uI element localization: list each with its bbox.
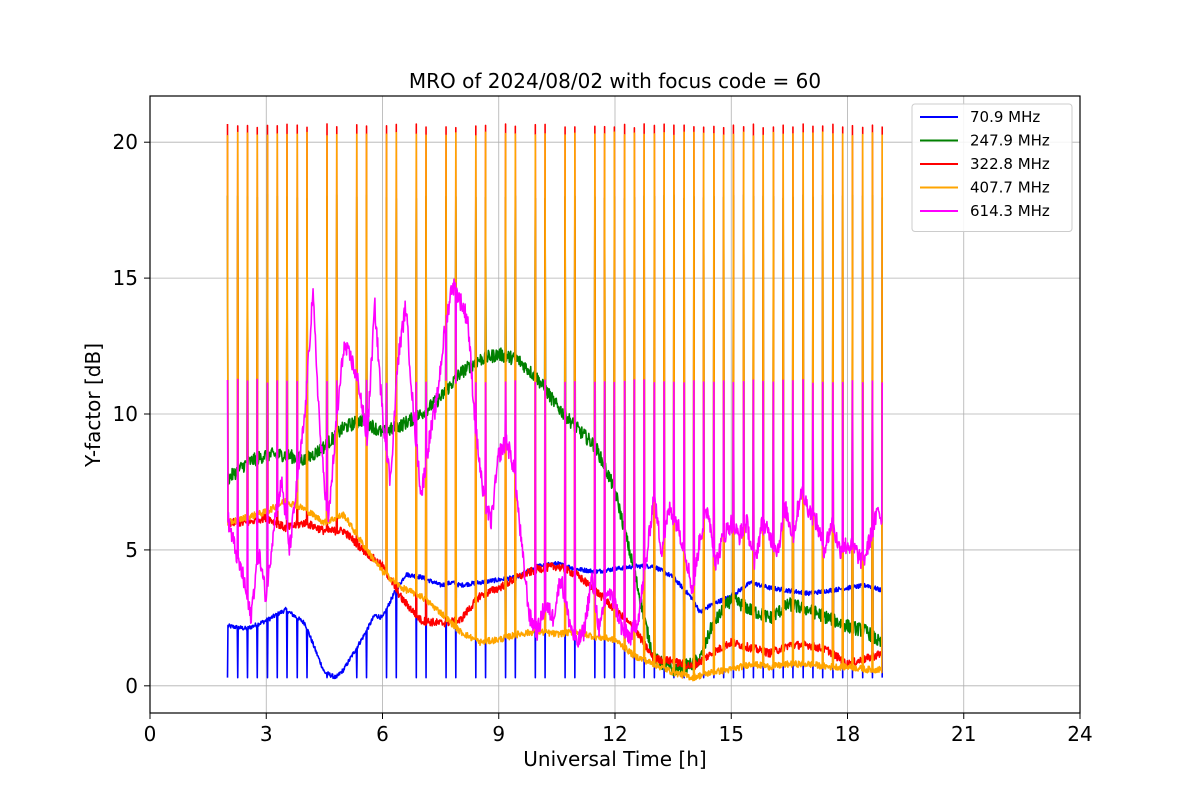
y-tick-label: 15 <box>113 266 138 290</box>
legend-label: 70.9 MHz <box>970 108 1040 126</box>
x-tick-label: 9 <box>492 722 505 746</box>
x-tick-label: 12 <box>602 722 627 746</box>
x-axis-label: Universal Time [h] <box>523 747 706 771</box>
x-tick-label: 21 <box>951 722 976 746</box>
y-tick-label: 20 <box>113 130 138 154</box>
x-tick-label: 0 <box>144 722 157 746</box>
legend-label: 247.9 MHz <box>970 132 1050 150</box>
tick-layer: 0 3 6 9 12 15 18 21 24 0 5 10 15 20 <box>113 130 1093 746</box>
y-tick-label: 5 <box>125 538 138 562</box>
x-tick-label: 18 <box>835 722 860 746</box>
legend-label: 407.7 MHz <box>970 179 1050 197</box>
chart-title: MRO of 2024/08/02 with focus code = 60 <box>409 69 821 93</box>
series-line <box>226 278 884 648</box>
legend-label: 614.3 MHz <box>970 202 1050 220</box>
x-tick-label: 24 <box>1067 722 1092 746</box>
series-layer <box>226 123 884 682</box>
legend-box <box>911 103 1073 232</box>
legend: 70.9 MHz 247.9 MHz 322.8 MHz 407.7 MHz 6… <box>911 103 1073 232</box>
x-tick-label: 15 <box>719 722 744 746</box>
x-tick-label: 6 <box>376 722 389 746</box>
legend-label: 322.8 MHz <box>970 155 1050 173</box>
y-tick-label: 0 <box>125 674 138 698</box>
y-axis-label: Y-factor [dB] <box>81 343 105 468</box>
y-tick-label: 10 <box>113 402 138 426</box>
x-tick-label: 3 <box>260 722 273 746</box>
